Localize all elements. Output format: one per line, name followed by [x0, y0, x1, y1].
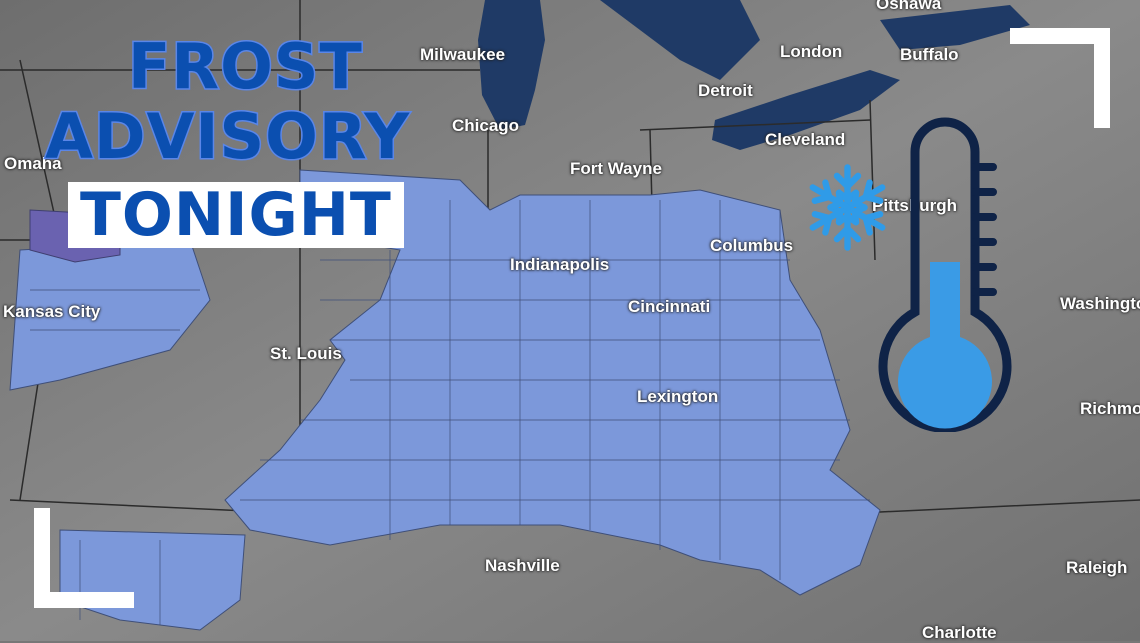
lake-huron: [600, 0, 760, 80]
city-label: Washington: [1060, 294, 1140, 313]
title-tonight: TONIGHT: [80, 180, 392, 250]
city-label: Detroit: [698, 81, 753, 100]
lake-erie: [712, 70, 900, 150]
city-label: Buffalo: [900, 45, 959, 64]
city-label: Lexington: [637, 387, 719, 406]
title-advisory: ADVISORY: [43, 99, 411, 175]
title-frost: FROST: [127, 29, 364, 105]
snowflake-icon: [800, 164, 895, 255]
lake-ontario: [880, 5, 1030, 50]
city-label: Chicago: [452, 116, 520, 135]
city-label: Oshawa: [876, 0, 942, 13]
city-label: Cleveland: [765, 130, 846, 149]
city-label: Indianapolis: [510, 255, 610, 274]
tonight-banner: TONIGHT: [68, 182, 404, 248]
city-label: Cincinnati: [628, 297, 711, 316]
city-label: Raleigh: [1066, 558, 1128, 577]
corner-bracket-bottom-left: [34, 508, 134, 608]
city-label: Columbus: [710, 236, 794, 255]
city-label: London: [780, 42, 843, 61]
city-label: St. Louis: [270, 344, 342, 363]
city-label: Richmond: [1080, 399, 1140, 418]
city-label: Nashville: [485, 556, 560, 575]
lake-michigan: [478, 0, 545, 130]
city-label: Kansas City: [3, 302, 101, 321]
thermometer-icon: [878, 117, 1012, 432]
frost-advisory-area: [9, 169, 881, 631]
corner-bracket-top-right: [1010, 28, 1110, 128]
county-lines: [30, 200, 870, 625]
city-label: Milwaukee: [420, 45, 506, 64]
city-label: Charlotte: [922, 623, 997, 642]
city-label: Fort Wayne: [570, 159, 662, 178]
city-label: Omaha: [4, 154, 62, 173]
